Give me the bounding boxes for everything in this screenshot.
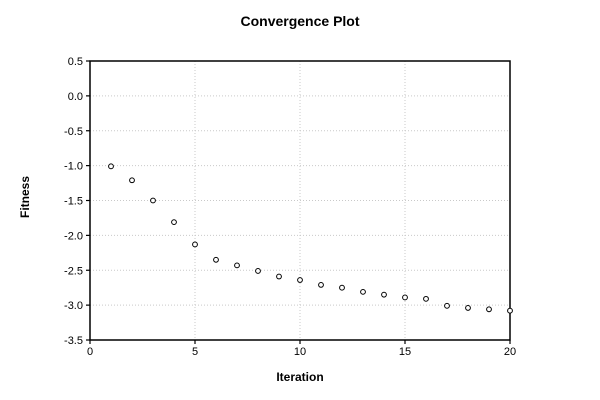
data-point-marker — [192, 241, 198, 248]
data-point-marker — [507, 307, 513, 314]
data-point-marker — [108, 163, 114, 170]
data-point-marker — [255, 268, 261, 274]
x-tick-label: 15 — [399, 346, 411, 358]
y-tick-label: -0.5 — [64, 126, 83, 138]
data-point-marker — [171, 219, 177, 226]
data-point-marker — [402, 294, 408, 301]
x-tick-label: 0 — [87, 346, 93, 358]
y-tick-label: -3.0 — [64, 300, 83, 312]
data-point-marker — [360, 288, 366, 295]
data-point-marker — [465, 305, 471, 311]
y-tick-label: -1.0 — [64, 161, 83, 173]
data-point-marker — [339, 284, 345, 291]
data-point-marker — [276, 273, 282, 280]
data-point-marker — [234, 262, 240, 269]
x-tick-label: 5 — [192, 346, 198, 358]
data-point-marker — [213, 256, 219, 263]
data-point-marker — [129, 177, 135, 184]
data-point-marker — [297, 277, 303, 283]
y-tick-label: -2.0 — [64, 230, 83, 242]
x-tick-label: 10 — [294, 346, 306, 358]
data-point-marker — [150, 197, 156, 204]
data-point-marker — [486, 306, 492, 313]
data-point-marker — [381, 291, 387, 298]
chart-title: Convergence Plot — [240, 13, 360, 29]
y-tick-label: -3.5 — [64, 335, 83, 347]
y-tick-label: 0.0 — [68, 91, 83, 103]
y-tick-label: -2.5 — [64, 265, 83, 277]
y-tick-label: 0.5 — [68, 56, 83, 68]
y-tick-label: -1.5 — [64, 196, 83, 208]
data-point-marker — [318, 281, 324, 288]
x-tick-label: 20 — [504, 346, 516, 358]
x-axis-label: Iteration — [276, 370, 324, 384]
data-point-marker — [423, 295, 429, 302]
data-point-marker — [444, 302, 450, 309]
